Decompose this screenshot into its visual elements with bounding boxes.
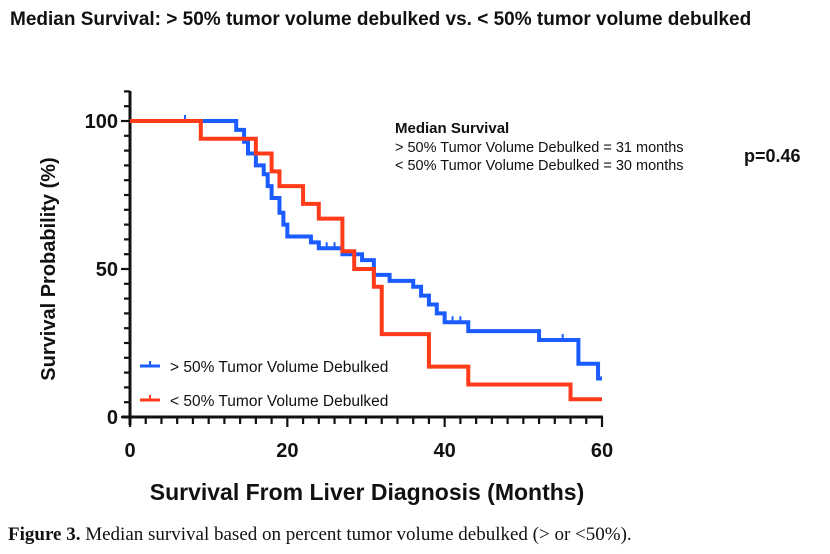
axes: 0 50 100 0 20 40 60 [85,90,613,462]
series-group [130,115,602,402]
y-tick-label: 50 [96,259,118,281]
x-tick-label: 40 [434,440,456,462]
x-tick-label: 20 [276,440,298,462]
median-annotation: Median Survival > 50% Tumor Volume Debul… [395,120,801,174]
x-tick-label: 0 [124,440,135,462]
annotation-line-gt50: > 50% Tumor Volume Debulked = 31 months [395,140,684,156]
x-axis-label: Survival From Liver Diagnosis (Months) [150,479,585,505]
annotation-heading: Median Survival [395,120,509,137]
y-axis-label: Survival Probability (%) [38,157,60,380]
y-tick-label: 0 [107,407,118,429]
chart-title: Median Survival: > 50% tumor volume debu… [10,9,752,30]
caption-text: Median survival based on percent tumor v… [80,524,632,545]
y-tick-label: 100 [85,111,118,133]
series-lt50 [130,119,602,402]
figure-caption: Figure 3. Median survival based on perce… [8,524,828,546]
p-value: p=0.46 [744,146,801,166]
legend: > 50% Tumor Volume Debulked < 50% Tumor … [140,359,388,410]
survival-curve [130,119,602,402]
annotation-line-lt50: < 50% Tumor Volume Debulked = 30 months [395,158,684,174]
legend-item-gt50: > 50% Tumor Volume Debulked [140,359,388,376]
legend-label-lt50: < 50% Tumor Volume Debulked [170,393,388,410]
caption-lead: Figure 3. [8,524,81,545]
x-tick-label: 60 [591,440,613,462]
legend-label-gt50: > 50% Tumor Volume Debulked [170,359,388,376]
legend-item-lt50: < 50% Tumor Volume Debulked [140,393,388,410]
km-chart: 0 50 100 0 20 40 60 > 50% Tumor Volume Debulke… [38,90,801,505]
